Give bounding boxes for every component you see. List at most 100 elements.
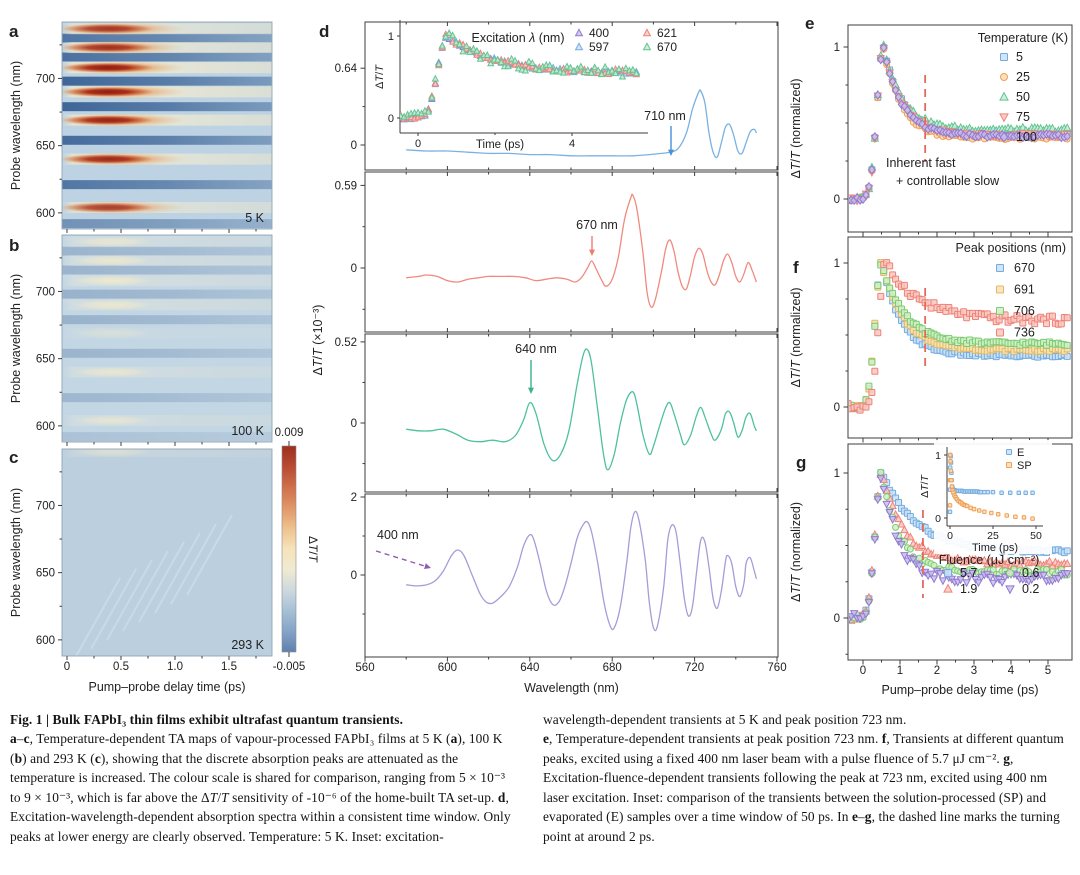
y-tick-label: 650 xyxy=(36,568,55,580)
inset-x-tick: 4 xyxy=(569,138,575,150)
panel-letter-d: d xyxy=(319,22,329,41)
transient-frame xyxy=(847,236,1073,439)
spectrum-curve-group xyxy=(406,193,758,308)
heatmap-dark-band xyxy=(62,432,272,442)
heatmap-dark-band xyxy=(62,246,272,256)
heatmap-bright-band xyxy=(62,275,272,287)
y-axis-label: ΔT/T (normalized) xyxy=(789,287,803,387)
inset-x-label: Time (ps) xyxy=(972,542,1018,554)
x-tick-label: 1.5 xyxy=(221,661,237,673)
x-axis-label: Pump–probe delay time (ps) xyxy=(881,683,1038,697)
y-tick-label: 600 xyxy=(36,635,55,647)
figure-caption: Fig. 1 | Bulk FAPbI₃ thin films exhibit … xyxy=(0,700,1080,875)
inset-legend-label-670: 670 xyxy=(657,40,677,54)
y-axis-label: ΔT/T (×10⁻³) xyxy=(311,305,325,376)
inset-legend-label-621: 621 xyxy=(657,26,677,40)
x-tick-label: 720 xyxy=(685,662,704,674)
panel-letter-c: c xyxy=(9,448,18,467)
y-tick-label: 0.52 xyxy=(335,337,357,349)
temperature-label: 293 K xyxy=(231,638,264,652)
y-axis-label: ΔT/T (normalized) xyxy=(789,78,803,178)
panel-letter-f: f xyxy=(793,258,799,277)
heatmap-panel-a xyxy=(62,22,272,229)
inset-legend-label-E: E xyxy=(1017,447,1024,459)
x-tick-label: 1 xyxy=(897,665,903,677)
spectrum-curve-group xyxy=(406,510,758,632)
colorbar-max-label: 0.009 xyxy=(275,427,304,439)
spectrum-curve xyxy=(406,193,758,308)
colorbar-min-label: -0.005 xyxy=(273,661,306,673)
heatmap-streak xyxy=(170,523,217,605)
inset-series-SP xyxy=(947,452,1035,521)
spectrum-frame xyxy=(364,333,779,493)
spectrum-frame xyxy=(364,171,779,333)
x-tick-label: 680 xyxy=(603,662,622,674)
x-tick-label: 2 xyxy=(934,665,940,677)
y-axis-label: ΔT/T (normalized) xyxy=(789,502,803,602)
y-tick-label: 1 xyxy=(834,258,840,270)
legend-label-670: 670 xyxy=(1014,261,1035,275)
y-tick-label: 650 xyxy=(36,141,55,153)
heatmap-dark-band xyxy=(62,348,272,358)
spectrum-curve xyxy=(406,510,758,632)
heatmap-bright-band xyxy=(62,299,272,311)
y-tick-label: 700 xyxy=(36,73,55,85)
x-tick-label: 4 xyxy=(1008,665,1015,677)
x-tick-label: 3 xyxy=(971,665,977,677)
y-tick-label: 0 xyxy=(351,570,357,582)
y-tick-label: 600 xyxy=(36,421,55,433)
inset-legend-label-597: 597 xyxy=(589,40,609,54)
legend-title-peak-positions: Peak positions (nm) xyxy=(956,241,1066,255)
transient-frame xyxy=(847,24,1073,233)
y-tick-label: 0 xyxy=(351,140,357,152)
legend-label-25: 25 xyxy=(1016,70,1030,84)
colorbar-label: ΔT/T xyxy=(306,536,320,564)
heatmap-dark-band xyxy=(62,393,272,403)
heatmap-dark-band xyxy=(62,102,272,112)
heatmap-dark-band xyxy=(62,52,272,62)
heatmap-streak xyxy=(138,541,185,623)
caption-left-column: Fig. 1 | Bulk FAPbI₃ thin films exhibit … xyxy=(10,712,511,844)
legend-label-736: 736 xyxy=(1014,326,1035,340)
x-tick-label: 760 xyxy=(767,662,786,674)
annotation-arrow xyxy=(375,550,427,568)
legend-label-50: 50 xyxy=(1016,90,1030,104)
y-tick-label: 700 xyxy=(36,286,55,298)
inset-y-tick: 1 xyxy=(935,450,941,462)
panel-letter-g: g xyxy=(796,453,806,472)
inset-legend-label-SP: SP xyxy=(1017,460,1032,472)
legend-label-5.7: 5.7 xyxy=(960,566,977,580)
heatmap-streak xyxy=(90,568,137,650)
legend-label-1.9: 1.9 xyxy=(960,582,977,596)
inset-y-tick: 0 xyxy=(388,113,394,125)
caption-right-column: wavelength-dependent transients at 5 K a… xyxy=(543,712,1064,844)
inset-y-label: ΔT/T xyxy=(374,64,386,89)
spectrum-curve-group xyxy=(406,89,758,159)
y-tick-label: 700 xyxy=(36,500,55,512)
heatmap-dark-band xyxy=(62,265,272,275)
inset-x-tick: 50 xyxy=(1030,530,1042,542)
heatmap-dark-band xyxy=(62,135,272,145)
heatmap-dark-band xyxy=(62,315,272,325)
y-axis-label: Probe wavelength (nm) xyxy=(9,274,23,403)
annotation-640nm: 640 nm xyxy=(515,342,557,356)
annotation-controllable-slow: + controllable slow xyxy=(896,174,1000,188)
heatmap-panel-b xyxy=(62,235,272,442)
figure-canvas: 700 650 600 Probe wavelength (nm) 5 K 700 650 6… xyxy=(9,14,1073,697)
x-tick-label: 560 xyxy=(355,662,374,674)
y-tick-label: 0.64 xyxy=(335,63,358,75)
heatmap-dark-band xyxy=(62,76,272,86)
inset-x-tick: 0 xyxy=(415,138,421,150)
annotation-710nm: 710 nm xyxy=(644,109,686,123)
legend-label-75: 75 xyxy=(1016,110,1030,124)
heatmap-dark-band xyxy=(62,22,272,23)
legend-title-temperature: Temperature (K) xyxy=(978,31,1068,45)
spectrum-frame xyxy=(364,493,779,658)
heatmap-panel-c xyxy=(62,449,272,656)
x-axis-label: Wavelength (nm) xyxy=(524,681,619,695)
inset-y-tick: 1 xyxy=(388,31,394,43)
annotation-inherent-fast: Inherent fast xyxy=(886,156,956,170)
y-tick-label: 0.59 xyxy=(335,180,357,192)
inset-legend-label-400: 400 xyxy=(589,26,609,40)
